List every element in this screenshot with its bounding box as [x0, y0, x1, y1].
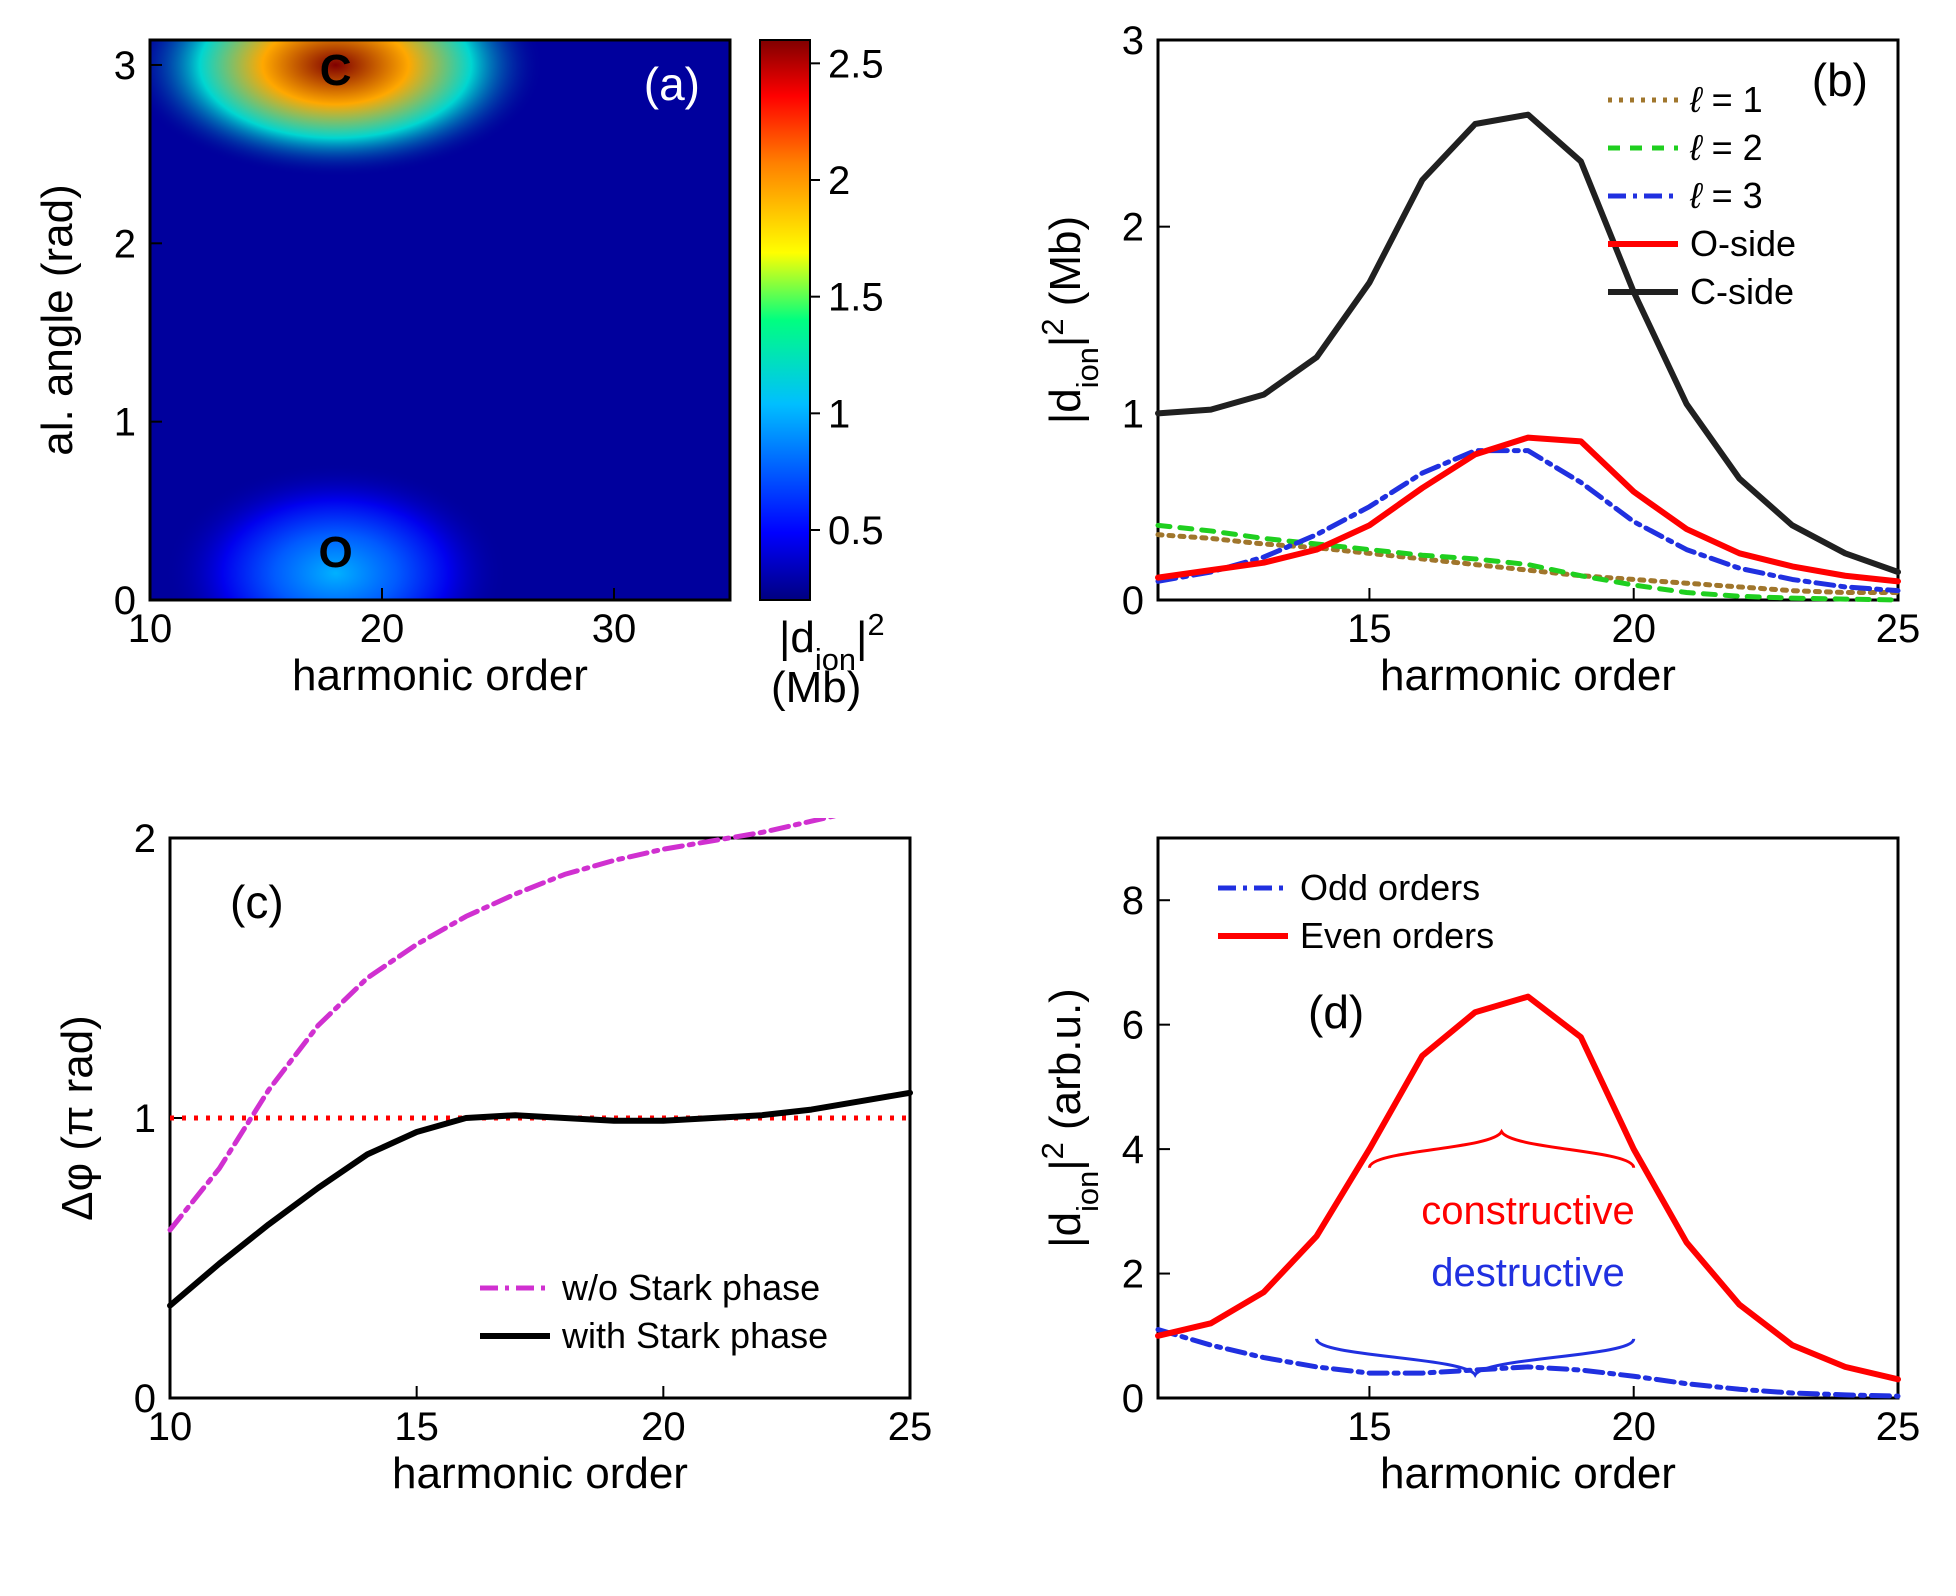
panel-c: 10152025012harmonic orderΔφ (π rad)(c)w/…	[20, 818, 948, 1576]
svg-text:constructive: constructive	[1421, 1189, 1634, 1233]
svg-text:0.5: 0.5	[828, 509, 884, 553]
svg-text:1: 1	[134, 1097, 156, 1141]
svg-text:2: 2	[134, 818, 156, 861]
svg-text:2: 2	[114, 222, 136, 266]
svg-text:0: 0	[134, 1377, 156, 1421]
figure-grid: 1020300123harmonic orderal. angle (rad)C…	[20, 20, 1936, 1576]
svg-text:al. angle (rad): al. angle (rad)	[33, 184, 82, 455]
svg-text:20: 20	[641, 1405, 686, 1449]
svg-text:8: 8	[1122, 879, 1144, 923]
svg-text:0: 0	[1122, 579, 1144, 623]
svg-text:3: 3	[1122, 20, 1144, 63]
svg-text:O-side: O-side	[1690, 223, 1796, 264]
svg-text:Δφ (π rad): Δφ (π rad)	[53, 1015, 102, 1221]
svg-text:30: 30	[592, 607, 637, 651]
svg-text:1: 1	[1122, 392, 1144, 436]
svg-text:15: 15	[394, 1405, 439, 1449]
svg-text:25: 25	[888, 1405, 933, 1449]
svg-text:20: 20	[1611, 1405, 1656, 1449]
svg-text:with Stark phase: with Stark phase	[561, 1315, 828, 1356]
svg-text:2: 2	[1122, 206, 1144, 250]
panel-d: 15 20 25 0 2 4 6 8 harmonic order |dion|2 (arb.u.…	[1008, 818, 1936, 1576]
svg-text:1.5: 1.5	[828, 276, 884, 320]
svg-text:2: 2	[1122, 1253, 1144, 1297]
svg-text:3: 3	[114, 44, 136, 88]
svg-text:20: 20	[1611, 607, 1656, 651]
svg-text:C-side: C-side	[1690, 271, 1794, 312]
svg-text:(b): (b)	[1812, 54, 1868, 106]
svg-text:(a): (a)	[644, 58, 700, 110]
svg-text:C: C	[320, 46, 352, 95]
svg-text:0: 0	[114, 579, 136, 623]
svg-text:harmonic order: harmonic order	[1380, 1449, 1676, 1498]
svg-text:25: 25	[1876, 1405, 1921, 1449]
svg-text:harmonic order: harmonic order	[292, 651, 588, 700]
svg-text:O: O	[318, 528, 352, 577]
svg-text:(d): (d)	[1308, 986, 1364, 1038]
svg-text:Even orders: Even orders	[1300, 915, 1494, 956]
svg-text:harmonic order: harmonic order	[1380, 651, 1676, 700]
svg-text:2.5: 2.5	[828, 42, 884, 86]
svg-text:15: 15	[1347, 1405, 1392, 1449]
svg-text:|dion|2 (arb.u.): |dion|2 (arb.u.)	[1035, 988, 1105, 1248]
svg-text:15: 15	[1347, 607, 1392, 651]
svg-text:ℓ = 3: ℓ = 3	[1689, 175, 1763, 216]
svg-text:harmonic order: harmonic order	[392, 1449, 688, 1498]
svg-text:0: 0	[1122, 1377, 1144, 1421]
svg-text:4: 4	[1122, 1128, 1144, 1172]
svg-text:w/o Stark phase: w/o Stark phase	[561, 1267, 820, 1308]
svg-text:ℓ = 1: ℓ = 1	[1689, 79, 1763, 120]
svg-text:20: 20	[360, 607, 405, 651]
panel-a: 1020300123harmonic orderal. angle (rad)C…	[20, 20, 948, 778]
svg-text:1: 1	[114, 401, 136, 445]
svg-text:1: 1	[828, 392, 850, 436]
svg-text:|dion|2 (Mb): |dion|2 (Mb)	[1035, 216, 1105, 424]
svg-text:(Mb): (Mb)	[771, 663, 861, 712]
panel-b: 15 20 25 0 1 2 3 harmonic order |dion|2 (Mb) (b) ℓ…	[1008, 20, 1936, 778]
svg-text:destructive: destructive	[1431, 1251, 1624, 1295]
svg-text:Odd orders: Odd orders	[1300, 867, 1480, 908]
svg-text:25: 25	[1876, 607, 1921, 651]
svg-text:ℓ = 2: ℓ = 2	[1689, 127, 1763, 168]
svg-text:2: 2	[828, 159, 850, 203]
svg-text:6: 6	[1122, 1004, 1144, 1048]
svg-text:(c): (c)	[230, 876, 284, 928]
